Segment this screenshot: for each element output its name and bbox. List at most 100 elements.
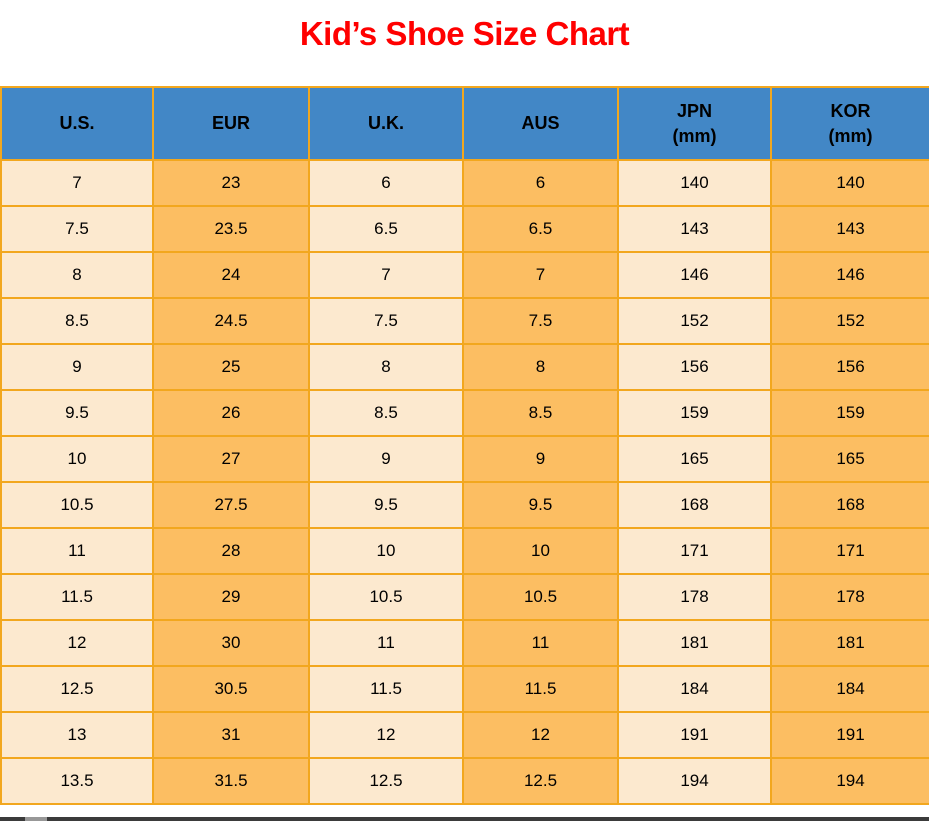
shoe-size-table: U.S. EUR U.K. AUS JPN (mm) — [0, 86, 929, 805]
table-cell: 146 — [770, 251, 929, 299]
table-cell: 152 — [770, 297, 929, 345]
table-cell: 10.5 — [462, 573, 619, 621]
table-cell: 7.5 — [462, 297, 619, 345]
table-cell: 159 — [617, 389, 772, 437]
table-cell: 168 — [770, 481, 929, 529]
table-cell: 6.5 — [462, 205, 619, 253]
table-cell: 25 — [152, 343, 310, 391]
column-header-label: AUS — [521, 113, 560, 134]
column-header-label: JPN — [676, 101, 712, 122]
table-cell: 11 — [462, 619, 619, 667]
column-header-aus: AUS — [462, 86, 619, 161]
table-row: 10 27 9 9 165 165 — [0, 435, 929, 483]
table-cell: 7.5 — [308, 297, 464, 345]
table-cell: 12.5 — [0, 665, 154, 713]
table-cell: 9 — [462, 435, 619, 483]
scrollbar-thumb[interactable] — [25, 817, 47, 821]
table-cell: 10.5 — [308, 573, 464, 621]
table-cell: 12 — [0, 619, 154, 667]
table-cell: 11.5 — [462, 665, 619, 713]
column-header-label: KOR — [830, 101, 871, 122]
table-cell: 181 — [770, 619, 929, 667]
table-cell: 11.5 — [0, 573, 154, 621]
table-cell: 8 — [462, 343, 619, 391]
table-cell: 6 — [462, 159, 619, 207]
column-header-label: U.K. — [368, 113, 404, 134]
table-cell: 7 — [0, 159, 154, 207]
table-cell: 156 — [617, 343, 772, 391]
table-row: 11 28 10 10 171 171 — [0, 527, 929, 575]
table-cell: 171 — [770, 527, 929, 575]
table-row: 13.5 31.5 12.5 12.5 194 194 — [0, 757, 929, 805]
table-cell: 146 — [617, 251, 772, 299]
table-cell: 143 — [770, 205, 929, 253]
table-cell: 152 — [617, 297, 772, 345]
table-cell: 11 — [0, 527, 154, 575]
table-row: 7.5 23.5 6.5 6.5 143 143 — [0, 205, 929, 253]
table-cell: 11 — [308, 619, 464, 667]
table-cell: 29 — [152, 573, 310, 621]
table-row: 7 23 6 6 140 140 — [0, 159, 929, 207]
table-cell: 143 — [617, 205, 772, 253]
table-row: 12 30 11 11 181 181 — [0, 619, 929, 667]
table-cell: 10 — [308, 527, 464, 575]
table-row: 8.5 24.5 7.5 7.5 152 152 — [0, 297, 929, 345]
table-cell: 23 — [152, 159, 310, 207]
table-cell: 171 — [617, 527, 772, 575]
table-cell: 191 — [617, 711, 772, 759]
table-cell: 27 — [152, 435, 310, 483]
table-cell: 8 — [0, 251, 154, 299]
column-header-eur: EUR — [152, 86, 310, 161]
column-header-uk: U.K. — [308, 86, 464, 161]
table-cell: 156 — [770, 343, 929, 391]
table-cell: 9.5 — [462, 481, 619, 529]
table-cell: 140 — [770, 159, 929, 207]
column-header-label: U.S. — [59, 113, 95, 134]
column-header-us: U.S. — [0, 86, 154, 161]
table-cell: 10.5 — [0, 481, 154, 529]
table-cell: 12 — [462, 711, 619, 759]
table-cell: 8.5 — [462, 389, 619, 437]
table-cell: 27.5 — [152, 481, 310, 529]
table-cell: 24.5 — [152, 297, 310, 345]
table-header-row: U.S. EUR U.K. AUS JPN (mm) — [0, 86, 929, 161]
column-header-sub: (mm) — [828, 125, 873, 146]
page-title: Kid’s Shoe Size Chart — [299, 15, 630, 52]
column-header-jpn: JPN (mm) — [617, 86, 772, 161]
table-cell: 168 — [617, 481, 772, 529]
table-cell: 178 — [770, 573, 929, 621]
table-cell: 165 — [770, 435, 929, 483]
table-cell: 6.5 — [308, 205, 464, 253]
table-cell: 8.5 — [0, 297, 154, 345]
table-cell: 184 — [770, 665, 929, 713]
table-cell: 8.5 — [308, 389, 464, 437]
table-cell: 194 — [770, 757, 929, 805]
table-cell: 11.5 — [308, 665, 464, 713]
column-header-label: EUR — [211, 113, 250, 134]
bottom-scrollbar[interactable] — [0, 817, 929, 821]
table-row: 9 25 8 8 156 156 — [0, 343, 929, 391]
table-cell: 159 — [770, 389, 929, 437]
table-row: 10.5 27.5 9.5 9.5 168 168 — [0, 481, 929, 529]
table-cell: 30.5 — [152, 665, 310, 713]
table-body: 7 23 6 6 140 140 7.5 23.5 6.5 6.5 143 143 8 24 7 7 146 14… — [0, 159, 929, 805]
table-cell: 194 — [617, 757, 772, 805]
table-cell: 184 — [617, 665, 772, 713]
table-row: 8 24 7 7 146 146 — [0, 251, 929, 299]
column-header-kor: KOR (mm) — [770, 86, 929, 161]
table-cell: 181 — [617, 619, 772, 667]
table-cell: 13.5 — [0, 757, 154, 805]
table-cell: 165 — [617, 435, 772, 483]
table-cell: 10 — [0, 435, 154, 483]
table-row: 11.5 29 10.5 10.5 178 178 — [0, 573, 929, 621]
table-cell: 13 — [0, 711, 154, 759]
table-cell: 7 — [462, 251, 619, 299]
table-row: 12.5 30.5 11.5 11.5 184 184 — [0, 665, 929, 713]
table-cell: 31.5 — [152, 757, 310, 805]
table-row: 13 31 12 12 191 191 — [0, 711, 929, 759]
table-cell: 31 — [152, 711, 310, 759]
table-cell: 30 — [152, 619, 310, 667]
table-cell: 9.5 — [0, 389, 154, 437]
table-cell: 8 — [308, 343, 464, 391]
